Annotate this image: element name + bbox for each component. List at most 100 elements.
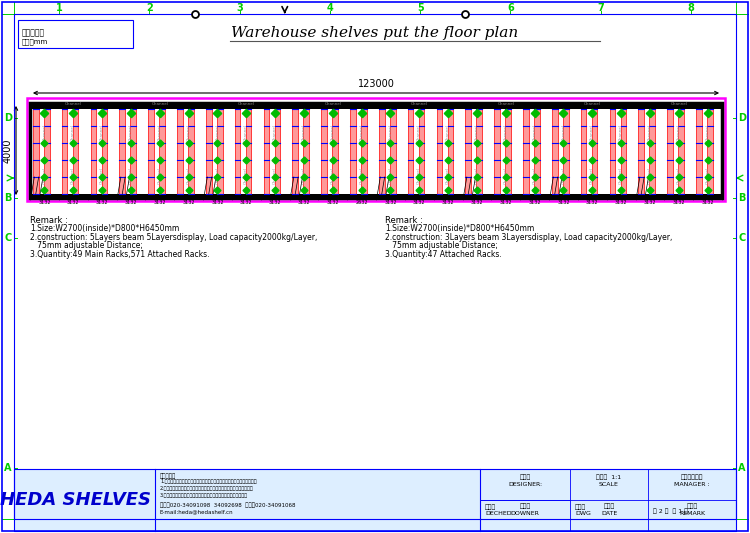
Text: 3132: 3132 (182, 200, 195, 205)
Text: Warehouse shelves put the floor plan: Warehouse shelves put the floor plan (231, 26, 519, 40)
Text: 电话：020-34091098  34092698  传真：020-34091068: 电话：020-34091098 34092698 传真：020-34091068 (160, 502, 296, 507)
Text: Channel: Channel (158, 167, 162, 184)
Text: C: C (738, 233, 746, 243)
Bar (361, 109, 367, 194)
Text: 3132: 3132 (528, 200, 541, 205)
Text: 3132: 3132 (67, 200, 80, 205)
Text: 2: 2 (146, 3, 153, 13)
Text: C: C (4, 233, 12, 243)
Text: Channel: Channel (71, 167, 75, 184)
Text: 项目负责人：: 项目负责人： (681, 474, 703, 480)
Bar (696, 109, 702, 194)
Text: 3132: 3132 (644, 200, 656, 205)
Text: 3132: 3132 (615, 200, 627, 205)
Bar (466, 109, 471, 194)
Text: 3132: 3132 (268, 200, 281, 205)
Text: Channel: Channel (648, 124, 652, 141)
Bar (321, 109, 327, 194)
Bar (448, 109, 453, 194)
Text: DWG: DWG (575, 511, 591, 516)
Text: 共 2 页  第 1 页: 共 2 页 第 1 页 (653, 508, 688, 514)
Text: Channel: Channel (273, 124, 277, 141)
Text: 2.construction: 3Layers beam 3Layersdisplay, Load capacity2000kg/Layer,: 2.construction: 3Layers beam 3Layersdisp… (385, 233, 672, 242)
Text: Channel: Channel (215, 124, 220, 141)
Text: Channel: Channel (187, 124, 190, 141)
Bar (148, 109, 154, 194)
Text: Channel: Channel (562, 124, 566, 141)
Bar (62, 109, 68, 194)
Text: Channel: Channel (388, 167, 392, 184)
Bar (130, 109, 136, 194)
Bar (303, 109, 309, 194)
Text: Channel: Channel (100, 167, 104, 184)
Bar (188, 109, 194, 194)
Text: Channel: Channel (43, 167, 46, 184)
Bar (419, 109, 424, 194)
Bar (506, 109, 511, 194)
Text: DESIGNER:: DESIGNER: (508, 482, 542, 487)
Text: 客户签名：: 客户签名： (22, 28, 45, 37)
Bar (494, 109, 500, 194)
Bar (18, 20, 133, 48)
Text: A: A (4, 463, 12, 473)
Text: 1.Size:W2700(inside)*D800*H6450mm: 1.Size:W2700(inside)*D800*H6450mm (30, 224, 179, 233)
Text: Channel: Channel (532, 167, 536, 184)
Text: 1.初始报价及本公司所提供之规格若以书面或以联络表情形不得移动更改。: 1.初始报价及本公司所提供之规格若以书面或以联络表情形不得移动更改。 (160, 479, 256, 484)
Bar (177, 109, 183, 194)
Text: 2632: 2632 (356, 200, 368, 205)
Bar (552, 109, 558, 194)
Text: Channel: Channel (475, 124, 479, 141)
Text: Channel: Channel (302, 124, 306, 141)
Bar (30, 103, 722, 109)
Text: Channel: Channel (64, 102, 82, 106)
Text: 图号：: 图号： (575, 504, 586, 510)
Text: Channel: Channel (446, 124, 450, 141)
Text: Channel: Channel (417, 167, 422, 184)
Text: Channel: Channel (71, 124, 75, 141)
Text: Channel: Channel (129, 167, 133, 184)
Text: 3132: 3132 (442, 200, 454, 205)
Text: 3132: 3132 (701, 200, 714, 205)
Text: 3132: 3132 (96, 200, 108, 205)
Text: B: B (738, 193, 746, 203)
Text: 比例：  1:1: 比例： 1:1 (596, 474, 622, 480)
Text: HEDA SHELVES: HEDA SHELVES (0, 491, 151, 509)
Bar (390, 109, 395, 194)
Bar (580, 109, 586, 194)
Text: E-mail:heda@hedashelf.cn: E-mail:heda@hedashelf.cn (160, 509, 234, 514)
Bar (206, 109, 212, 194)
Text: Channel: Channel (706, 167, 710, 184)
Text: Channel: Channel (584, 102, 601, 106)
Text: SCALE: SCALE (599, 482, 619, 487)
Bar (73, 109, 79, 194)
Text: Channel: Channel (244, 167, 248, 184)
Text: 3: 3 (236, 520, 243, 530)
Text: Channel: Channel (504, 167, 508, 184)
Text: Channel: Channel (706, 124, 710, 141)
Bar (159, 109, 165, 194)
Text: Channel: Channel (648, 167, 652, 184)
Bar (350, 109, 355, 194)
Text: DOWNER: DOWNER (511, 511, 539, 516)
Bar (562, 109, 568, 194)
Bar (30, 103, 722, 198)
Text: 单位：mm: 单位：mm (22, 39, 48, 45)
Text: DECHED: DECHED (485, 511, 512, 516)
Text: 2.未有本公司授权签字核准所有施工图，不得作为施工及验收文件依据。: 2.未有本公司授权签字核准所有施工图，不得作为施工及验收文件依据。 (160, 486, 254, 491)
Bar (332, 109, 338, 194)
Text: 3132: 3132 (413, 200, 425, 205)
Text: 3132: 3132 (240, 200, 253, 205)
Text: Channel: Channel (244, 124, 248, 141)
Text: 8: 8 (688, 3, 694, 13)
Text: 3132: 3132 (298, 200, 310, 205)
Text: Channel: Channel (497, 102, 514, 106)
Bar (27, 98, 725, 201)
Text: Channel: Channel (273, 167, 277, 184)
Text: 3132: 3132 (384, 200, 397, 205)
Text: Channel: Channel (676, 167, 681, 184)
Text: Channel: Channel (590, 167, 594, 184)
Text: 3132: 3132 (154, 200, 166, 205)
Bar (119, 109, 125, 194)
Text: Channel: Channel (590, 124, 594, 141)
Text: Channel: Channel (100, 124, 104, 141)
